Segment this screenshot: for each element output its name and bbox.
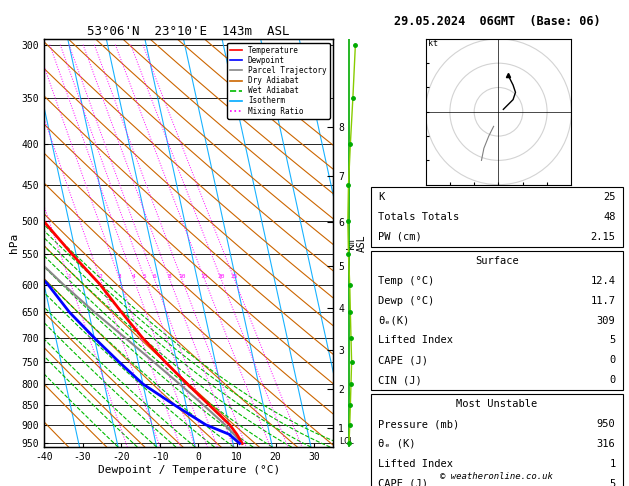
Text: CAPE (J): CAPE (J) xyxy=(378,479,428,486)
Text: 12.4: 12.4 xyxy=(591,276,616,286)
Text: Lifted Index: Lifted Index xyxy=(378,459,454,469)
Y-axis label: km
ASL: km ASL xyxy=(345,234,367,252)
Text: 20: 20 xyxy=(217,274,225,278)
Text: CIN (J): CIN (J) xyxy=(378,375,422,385)
Text: 950: 950 xyxy=(597,419,616,429)
Legend: Temperature, Dewpoint, Parcel Trajectory, Dry Adiabat, Wet Adiabat, Isotherm, Mi: Temperature, Dewpoint, Parcel Trajectory… xyxy=(227,43,330,119)
Text: 3: 3 xyxy=(118,274,121,278)
Text: 29.05.2024  06GMT  (Base: 06): 29.05.2024 06GMT (Base: 06) xyxy=(394,15,600,28)
Bar xyxy=(370,251,623,390)
Text: Most Unstable: Most Unstable xyxy=(456,399,538,409)
Text: 2.15: 2.15 xyxy=(591,232,616,242)
Text: θₑ (K): θₑ (K) xyxy=(378,439,416,449)
Text: kt: kt xyxy=(428,39,438,48)
Text: LCL: LCL xyxy=(339,437,354,446)
Text: 1: 1 xyxy=(610,459,616,469)
Text: Totals Totals: Totals Totals xyxy=(378,212,460,222)
Text: 1: 1 xyxy=(67,274,71,278)
Text: PW (cm): PW (cm) xyxy=(378,232,422,242)
Text: 0: 0 xyxy=(610,375,616,385)
Text: 5: 5 xyxy=(610,479,616,486)
Text: 6: 6 xyxy=(152,274,156,278)
Text: 8: 8 xyxy=(168,274,171,278)
Y-axis label: hPa: hPa xyxy=(9,233,19,253)
Text: Temp (°C): Temp (°C) xyxy=(378,276,435,286)
Text: © weatheronline.co.uk: © weatheronline.co.uk xyxy=(440,472,554,481)
Text: Dewp (°C): Dewp (°C) xyxy=(378,295,435,306)
Text: 5: 5 xyxy=(143,274,147,278)
Text: Pressure (mb): Pressure (mb) xyxy=(378,419,460,429)
Text: 11.7: 11.7 xyxy=(591,295,616,306)
Text: K: K xyxy=(378,192,384,202)
Text: 15: 15 xyxy=(201,274,208,278)
Text: 2: 2 xyxy=(98,274,102,278)
Text: 4: 4 xyxy=(131,274,135,278)
Text: Surface: Surface xyxy=(475,256,519,266)
Text: 309: 309 xyxy=(597,315,616,326)
Text: Lifted Index: Lifted Index xyxy=(378,335,454,346)
Text: 25: 25 xyxy=(603,192,616,202)
Bar xyxy=(370,394,623,486)
Text: θₑ(K): θₑ(K) xyxy=(378,315,409,326)
Text: 25: 25 xyxy=(230,274,238,278)
Text: 10: 10 xyxy=(178,274,186,278)
X-axis label: Dewpoint / Temperature (°C): Dewpoint / Temperature (°C) xyxy=(97,465,280,475)
Text: 5: 5 xyxy=(610,335,616,346)
Text: 48: 48 xyxy=(603,212,616,222)
Text: 0: 0 xyxy=(610,355,616,365)
Text: 316: 316 xyxy=(597,439,616,449)
Bar xyxy=(370,187,623,247)
Text: CAPE (J): CAPE (J) xyxy=(378,355,428,365)
Title: 53°06'N  23°10'E  143m  ASL: 53°06'N 23°10'E 143m ASL xyxy=(87,25,290,38)
